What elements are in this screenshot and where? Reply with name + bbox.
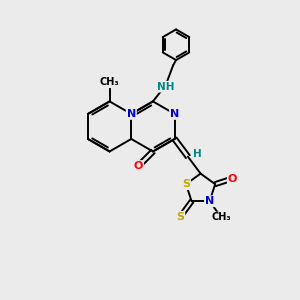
- Text: N: N: [170, 109, 179, 119]
- Text: S: S: [182, 179, 190, 189]
- Text: NH: NH: [157, 82, 174, 92]
- Text: O: O: [228, 173, 237, 184]
- Text: S: S: [176, 212, 184, 222]
- Text: CH₃: CH₃: [212, 212, 231, 223]
- Text: H: H: [193, 149, 202, 159]
- Text: N: N: [127, 109, 136, 119]
- Text: N: N: [205, 196, 214, 206]
- Text: O: O: [134, 161, 143, 171]
- Text: CH₃: CH₃: [100, 77, 119, 87]
